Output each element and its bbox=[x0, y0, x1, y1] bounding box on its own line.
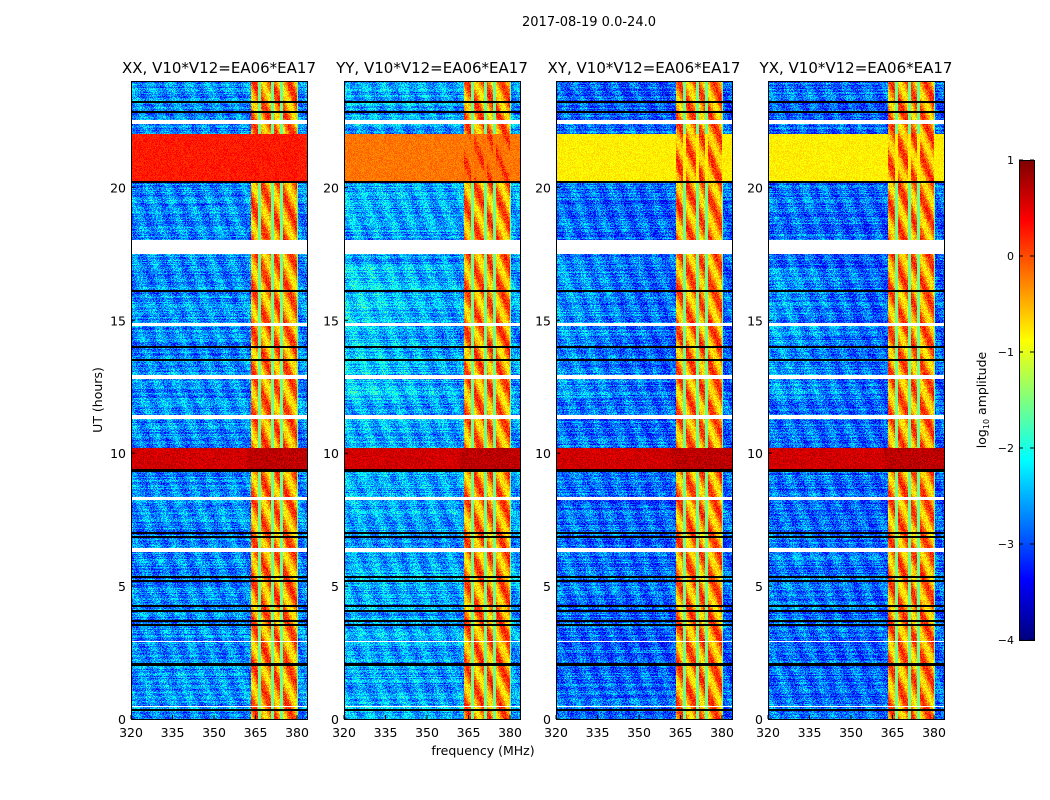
y-tick-label: 10 bbox=[535, 446, 551, 461]
colorbar-label: log10 amplitude bbox=[974, 351, 991, 448]
x-tick-label: 335 bbox=[374, 725, 398, 740]
y-tick-label: 15 bbox=[110, 313, 126, 328]
y-tick-label: 5 bbox=[331, 579, 339, 594]
y-tick-label: 10 bbox=[747, 446, 763, 461]
y-tick-label: 15 bbox=[535, 313, 551, 328]
y-axis-label: UT (hours) bbox=[90, 367, 105, 433]
x-tick-label: 335 bbox=[161, 725, 185, 740]
x-tick-label: 320 bbox=[756, 725, 780, 740]
colorbar-tick-label: −1 bbox=[998, 346, 1014, 359]
colorbar-tick-label: 0 bbox=[1007, 250, 1014, 263]
x-tick-label: 350 bbox=[627, 725, 651, 740]
colorbar-tick-label: −2 bbox=[998, 442, 1014, 455]
x-tick-label: 380 bbox=[498, 725, 522, 740]
x-tick-label: 350 bbox=[415, 725, 439, 740]
x-tick-label: 335 bbox=[586, 725, 610, 740]
y-tick-label: 5 bbox=[755, 579, 763, 594]
panel-title: YX, V10*V12=EA06*EA17 bbox=[759, 59, 953, 77]
colorbar bbox=[1019, 160, 1034, 640]
colorbar-label-log: log bbox=[974, 429, 989, 448]
x-tick-label: 350 bbox=[839, 725, 863, 740]
x-tick-label: 320 bbox=[332, 725, 356, 740]
x-tick-label: 365 bbox=[669, 725, 693, 740]
y-tick-label: 15 bbox=[747, 313, 763, 328]
y-tick-label: 20 bbox=[747, 180, 763, 195]
panel-title: XY, V10*V12=EA06*EA17 bbox=[548, 59, 741, 77]
colorbar-label-sub: 10 bbox=[982, 419, 991, 429]
y-tick-label: 10 bbox=[323, 446, 339, 461]
panel-title: YY, V10*V12=EA06*EA17 bbox=[335, 59, 528, 77]
x-tick-label: 380 bbox=[285, 725, 309, 740]
y-tick-label: 0 bbox=[118, 712, 126, 727]
y-tick-label: 10 bbox=[110, 446, 126, 461]
colorbar-tick-label: −3 bbox=[998, 538, 1014, 551]
panel-title: XX, V10*V12=EA06*EA17 bbox=[122, 59, 316, 77]
colorbar-tick-label: 1 bbox=[1007, 154, 1014, 167]
heatmap-panel-yy bbox=[344, 81, 520, 719]
y-tick-label: 5 bbox=[118, 579, 126, 594]
y-tick-label: 0 bbox=[331, 712, 339, 727]
y-tick-label: 0 bbox=[543, 712, 551, 727]
x-tick-label: 320 bbox=[119, 725, 143, 740]
heatmap-panel-xy bbox=[556, 81, 732, 719]
x-axis-label: frequency (MHz) bbox=[431, 743, 534, 758]
colorbar-label-rest: amplitude bbox=[974, 351, 989, 418]
x-tick-label: 365 bbox=[457, 725, 481, 740]
x-tick-label: 335 bbox=[798, 725, 822, 740]
y-tick-label: 15 bbox=[323, 313, 339, 328]
y-tick-label: 5 bbox=[543, 579, 551, 594]
x-tick-label: 365 bbox=[244, 725, 268, 740]
y-tick-label: 0 bbox=[755, 712, 763, 727]
y-tick-label: 20 bbox=[110, 180, 126, 195]
x-tick-label: 365 bbox=[881, 725, 905, 740]
x-tick-label: 320 bbox=[544, 725, 568, 740]
y-tick-label: 20 bbox=[535, 180, 551, 195]
colorbar-tick-label: −4 bbox=[998, 634, 1014, 647]
heatmap-panel-yx bbox=[768, 81, 944, 719]
x-tick-label: 380 bbox=[710, 725, 734, 740]
y-tick-label: 20 bbox=[323, 180, 339, 195]
x-tick-label: 380 bbox=[922, 725, 946, 740]
heatmap-panel-xx bbox=[131, 81, 307, 719]
figure-title: 2017-08-19 0.0-24.0 bbox=[522, 15, 656, 30]
x-tick-label: 350 bbox=[202, 725, 226, 740]
